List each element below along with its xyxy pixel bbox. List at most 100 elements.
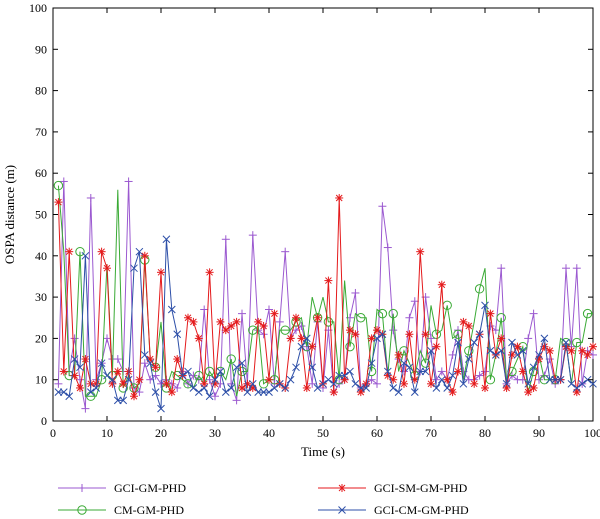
series-3-point-94 xyxy=(562,338,570,347)
series-0-point-70 xyxy=(432,375,441,384)
series-line-0 xyxy=(57,181,594,409)
series-3-point-79 xyxy=(481,301,489,310)
series-2-point-75 xyxy=(459,317,468,326)
series-3-point-93 xyxy=(556,375,565,384)
series-3-point-29 xyxy=(211,375,219,384)
legend-entry-1: CM-GM-PHD xyxy=(58,503,184,517)
series-0-point-94 xyxy=(562,264,570,273)
series-1-point-98 xyxy=(582,308,593,319)
x-axis: 0 10 20 30 40 50 60 70 80 90 100 xyxy=(50,8,600,440)
series-3-point-10 xyxy=(108,375,117,384)
series-2-point-9 xyxy=(103,264,111,273)
series-2-point-15 xyxy=(135,375,144,384)
series-0-point-58 xyxy=(367,375,376,384)
series-3-point-13 xyxy=(124,375,133,384)
series-3-point-48 xyxy=(313,384,322,392)
series-3-point-64 xyxy=(400,359,408,368)
series-3-point-71 xyxy=(437,375,446,384)
series-2-point-37 xyxy=(254,317,263,326)
series-3-point-78 xyxy=(475,330,484,339)
series-3-point-9 xyxy=(103,371,111,380)
x-tick-label-8: 80 xyxy=(479,426,491,440)
series-1-point-14 xyxy=(129,383,139,393)
series-0-point-61 xyxy=(383,243,392,252)
series-0-point-6 xyxy=(86,193,95,202)
series-0-point-16 xyxy=(140,359,149,368)
y-axis: 0 10 20 30 40 50 60 70 80 90 100 xyxy=(29,1,593,428)
y-tick-label-10: 100 xyxy=(29,1,47,15)
series-3-point-3 xyxy=(70,355,79,363)
series-2-point-59 xyxy=(373,326,381,335)
series-3-point-22 xyxy=(173,330,182,339)
series-2-point-73 xyxy=(448,388,457,397)
series-0-point-13 xyxy=(124,177,133,186)
series-0-point-65 xyxy=(405,313,414,322)
series-line-1 xyxy=(57,185,593,397)
series-3-point-32 xyxy=(227,384,236,392)
series-0-point-45 xyxy=(297,322,306,331)
series-3-point-20 xyxy=(162,235,171,244)
series-1-point-82 xyxy=(496,313,506,323)
series-3-point-91 xyxy=(545,375,554,384)
series-2-point-76 xyxy=(464,322,473,331)
series-3-point-89 xyxy=(535,351,543,359)
y-tick-label-4: 40 xyxy=(35,249,47,263)
series-1-point-78 xyxy=(474,284,485,294)
y-tick-label-2: 20 xyxy=(35,331,47,345)
series-2-point-53 xyxy=(340,375,349,384)
series-3-point-60 xyxy=(378,330,387,339)
series-2-point-48 xyxy=(313,313,322,322)
series-3-point-0 xyxy=(54,388,63,396)
y-tick-label-6: 60 xyxy=(35,166,47,180)
series-3-point-21 xyxy=(167,305,176,314)
x-tick-label-4: 40 xyxy=(263,426,275,440)
series-3-point-25 xyxy=(189,384,198,392)
series-3-point-73 xyxy=(448,371,457,380)
legend-marker-3 xyxy=(338,506,346,514)
series-2-point-97 xyxy=(578,346,587,355)
series-layer xyxy=(53,177,597,413)
series-1-point-42 xyxy=(280,325,290,335)
series-0-point-36 xyxy=(248,231,257,240)
series-1-point-32 xyxy=(226,354,236,364)
series-1-point-90 xyxy=(539,375,550,385)
series-3-point-70 xyxy=(432,384,441,392)
series-3-point-56 xyxy=(356,384,365,392)
series-3-point-55 xyxy=(351,379,360,388)
series-1-point-54 xyxy=(345,341,355,352)
series-0-point-0 xyxy=(54,379,63,388)
series-2-point-67 xyxy=(416,247,425,256)
series-2-point-77 xyxy=(470,379,479,388)
series-0-point-33 xyxy=(232,396,241,405)
y-tick-label-5: 50 xyxy=(35,208,47,222)
series-1-point-68 xyxy=(420,358,431,368)
series-3-point-58 xyxy=(367,359,376,368)
series-3-point-38 xyxy=(259,388,268,396)
series-line-2 xyxy=(57,197,594,399)
series-3-point-28 xyxy=(205,392,214,401)
series-0-point-4 xyxy=(76,375,84,384)
series-1-point-36 xyxy=(248,325,258,335)
series-2-point-25 xyxy=(189,317,198,326)
series-1-point-50 xyxy=(323,317,334,327)
series-3-point-50 xyxy=(324,375,333,384)
series-3-point-88 xyxy=(529,363,538,372)
series-0-point-47 xyxy=(308,379,317,388)
legend-entry-2: GCI-SM-GM-PHD xyxy=(318,481,468,495)
legend-marker-0 xyxy=(78,484,86,492)
series-2-point-63 xyxy=(394,350,403,359)
series-3-point-27 xyxy=(200,384,209,392)
series-1-point-28 xyxy=(204,366,215,377)
y-tick-label-3: 30 xyxy=(35,290,47,304)
series-0-point-78 xyxy=(475,371,484,380)
series-3-point-2 xyxy=(65,392,74,401)
series-1-point-62 xyxy=(388,308,398,319)
series-3-point-59 xyxy=(373,334,381,343)
series-3-point-69 xyxy=(427,346,435,355)
series-3-point-30 xyxy=(216,367,225,376)
series-3-point-16 xyxy=(140,351,149,359)
series-0-point-62 xyxy=(389,326,398,335)
series-0-point-31 xyxy=(221,235,230,244)
series-2-point-39 xyxy=(265,375,273,384)
series-3-point-62 xyxy=(389,384,398,392)
